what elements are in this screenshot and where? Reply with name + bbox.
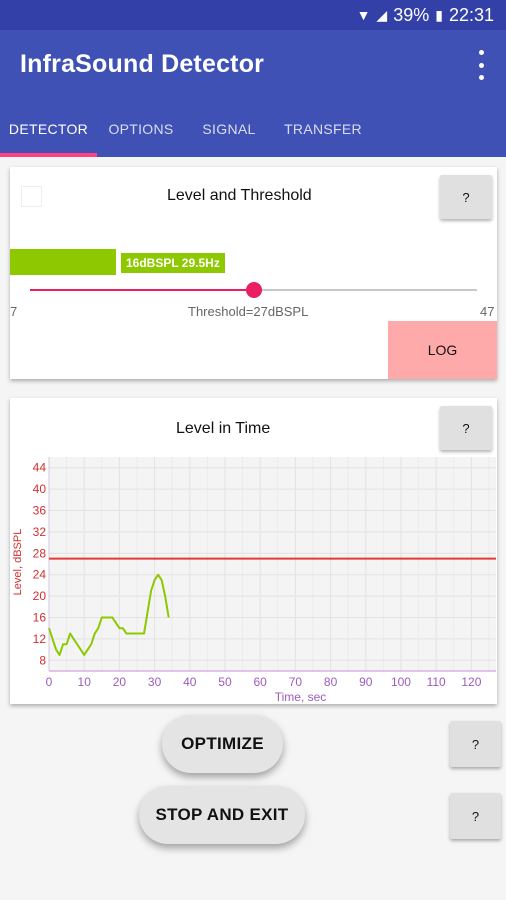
tab-detector[interactable]: DETECTOR	[8, 120, 89, 137]
optimize-button[interactable]: OPTIMIZE	[162, 715, 283, 773]
x-tick-label: 110	[427, 675, 446, 689]
x-tick-label: 70	[289, 675, 303, 689]
y-tick-label: 28	[33, 546, 47, 560]
slider-min-label: 7	[10, 304, 18, 319]
x-tick-label: 50	[218, 675, 232, 689]
stop-exit-help-button[interactable]: ?	[450, 793, 501, 839]
threshold-text: Threshold=27dBSPL	[188, 304, 309, 319]
x-tick-label: 60	[254, 675, 268, 689]
app-bar: InfraSound Detector	[0, 30, 506, 100]
overflow-menu-icon[interactable]	[476, 50, 486, 80]
threshold-slider-track-active[interactable]	[30, 289, 254, 291]
slider-max-label: 47	[480, 304, 495, 319]
clock: 22:31	[448, 4, 494, 25]
y-tick-label: 20	[33, 589, 47, 603]
x-axis-label: Time, sec	[275, 690, 327, 703]
y-tick-label: 40	[33, 482, 47, 496]
tab-indicator	[0, 153, 97, 157]
chart-help-button[interactable]: ?	[440, 406, 492, 450]
x-tick-label: 10	[78, 675, 92, 689]
level-help-button[interactable]: ?	[440, 175, 492, 219]
signal-icon: ◢	[376, 6, 388, 23]
optimize-help-button[interactable]: ?	[450, 721, 501, 767]
tab-transfer[interactable]: TRANSFER	[284, 120, 362, 137]
log-button[interactable]: LOG	[388, 321, 497, 379]
y-tick-label: 8	[39, 653, 46, 667]
x-tick-label: 90	[359, 675, 373, 689]
x-tick-label: 80	[324, 675, 338, 689]
y-tick-label: 32	[33, 525, 47, 539]
threshold-slider-thumb[interactable]	[246, 282, 262, 298]
tab-signal[interactable]: SIGNAL	[202, 120, 256, 137]
y-tick-label: 36	[33, 504, 47, 518]
y-tick-label: 24	[33, 568, 47, 582]
level-series-line	[48, 573, 170, 656]
x-tick-label: 30	[148, 675, 162, 689]
x-tick-label: 20	[113, 675, 127, 689]
enable-checkbox[interactable]	[22, 187, 41, 206]
y-tick-label: 12	[33, 632, 47, 646]
tab-options[interactable]: OPTIONS	[108, 120, 174, 137]
battery-icon: ▮	[435, 6, 443, 23]
x-tick-label: 100	[391, 675, 411, 689]
threshold-slider-track[interactable]	[254, 289, 477, 291]
level-time-chart: 0 10 20 30 40 50 60 70 80 90 100 110 120 8 12 16 20 24 28 3…	[12, 457, 496, 703]
y-tick-label: 44	[33, 461, 47, 475]
stop-exit-button[interactable]: STOP AND EXIT	[139, 786, 305, 844]
x-tick-label: 120	[461, 675, 481, 689]
x-tick-label: 0	[46, 675, 53, 689]
level-readout: 16dBSPL 29.5Hz	[121, 253, 225, 273]
level-meter-bar	[10, 249, 116, 275]
tab-bar: DETECTOR OPTIONS SIGNAL TRANSFER	[0, 100, 506, 157]
level-threshold-title: Level and Threshold	[167, 187, 312, 204]
y-axis-label: Level, dBSPL	[12, 529, 24, 596]
level-time-title: Level in Time	[176, 420, 271, 437]
plot-area	[49, 457, 496, 671]
y-tick-label: 16	[33, 611, 47, 625]
wifi-icon: ▼	[356, 7, 371, 23]
battery-percent: 39%	[393, 4, 430, 25]
app-title: InfraSound Detector	[20, 50, 265, 78]
x-tick-label: 40	[183, 675, 197, 689]
status-bar: ▼ ◢ 39% ▮ 22:31	[0, 0, 506, 30]
